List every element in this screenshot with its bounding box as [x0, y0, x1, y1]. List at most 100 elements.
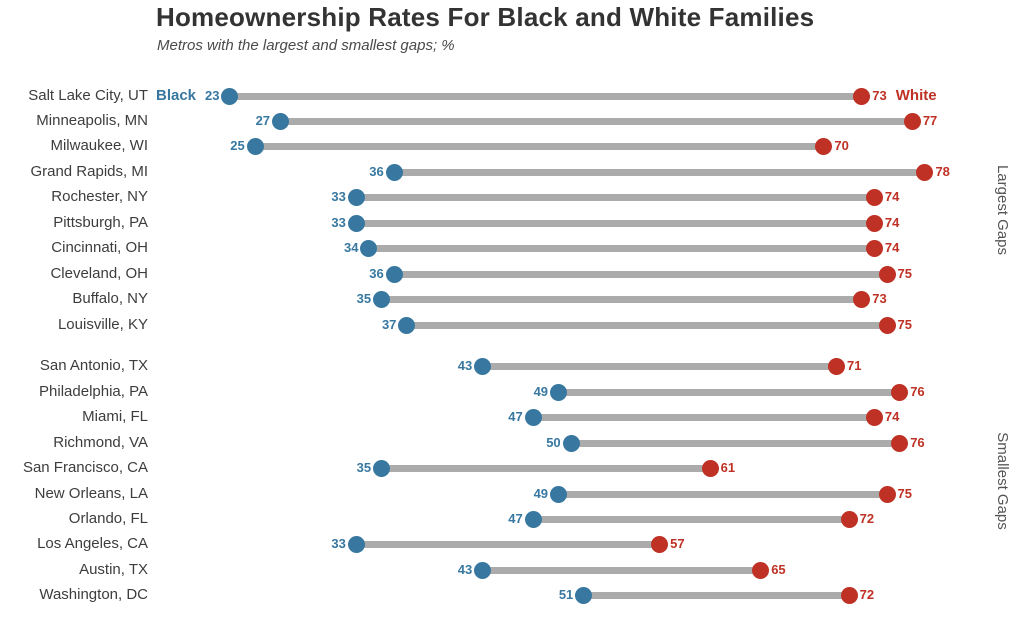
dumbbell-row: Cleveland, OH 36 75	[0, 261, 1024, 287]
white-rate-dot	[903, 112, 921, 130]
white-rate-value: 71	[847, 358, 862, 374]
black-rate-dot	[221, 87, 239, 105]
dumbbell-row: Philadelphia, PA 49 76	[0, 379, 1024, 405]
chart-title: Homeownership Rates For Black and White …	[156, 2, 815, 32]
dumbbell-row: Salt Lake City, UT Black 23 73 White	[0, 83, 1024, 109]
metro-label: Richmond, VA	[53, 433, 148, 451]
white-rate-value: 65	[771, 561, 786, 577]
white-rate-value: 70	[834, 138, 849, 154]
dumbbell-row: Milwaukee, WI 25 70	[0, 133, 1024, 159]
black-rate-dot	[398, 316, 416, 334]
white-rate-value: 74	[884, 240, 900, 256]
white-rate-value: 77	[922, 112, 938, 128]
black-rate-value: 33	[331, 214, 346, 230]
black-rate-value: 47	[508, 511, 523, 526]
white-rate-dot	[752, 561, 770, 579]
gap-connector-line	[356, 219, 875, 227]
white-rate-dot	[853, 291, 871, 309]
metro-label: San Antonio, TX	[39, 357, 148, 375]
gap-connector-line	[381, 465, 711, 473]
black-rate-dot	[373, 291, 391, 309]
group-label-smallest-gaps: Smallest Gaps	[994, 432, 1011, 530]
white-rate-dot	[651, 536, 669, 554]
black-rate-value: 37	[381, 316, 397, 332]
metro-label: Cincinnati, OH	[51, 239, 148, 257]
metro-label: New Orleans, LA	[34, 484, 148, 502]
white-rate-value: 73	[872, 291, 887, 307]
gap-connector-line	[356, 541, 660, 549]
black-rate-dot	[474, 358, 492, 376]
white-rate-value: 61	[720, 460, 736, 476]
white-rate-dot	[828, 358, 846, 376]
black-rate-dot	[385, 163, 403, 181]
gap-connector-line	[356, 194, 875, 202]
black-rate-dot	[272, 112, 290, 130]
dumbbell-row: San Antonio, TX 43 71	[0, 353, 1024, 379]
black-rate-value: 33	[331, 536, 346, 552]
metro-label: Orlando, FL	[68, 510, 148, 527]
white-rate-dot	[878, 316, 896, 334]
gap-connector-line	[394, 270, 888, 278]
metro-label: Los Angeles, CA	[37, 535, 148, 553]
black-rate-dot	[524, 511, 542, 528]
dumbbell-row: Miami, FL 47 74	[0, 404, 1024, 430]
gap-connector-line	[381, 296, 862, 304]
white-rate-value: 76	[910, 383, 925, 399]
dumbbell-row: Pittsburgh, PA 33 74	[0, 210, 1024, 236]
white-rate-dot	[878, 485, 896, 503]
dumbbell-row: Cincinnati, OH 34 74	[0, 235, 1024, 261]
dumbbell-row: Minneapolis, MN 27 77	[0, 108, 1024, 134]
white-rate-value: 78	[935, 163, 950, 179]
black-rate-dot	[562, 434, 580, 452]
white-rate-dot	[878, 265, 896, 283]
white-rate-dot	[865, 240, 883, 258]
gap-connector-line	[229, 92, 862, 100]
black-rate-dot	[550, 383, 568, 401]
black-rate-value: 51	[558, 587, 574, 603]
white-rate-value: 72	[859, 587, 875, 603]
white-rate-dot	[865, 189, 883, 207]
white-rate-dot	[815, 138, 833, 156]
white-rate-dot	[916, 163, 934, 181]
black-rate-value: 27	[255, 112, 271, 128]
gap-connector-line	[558, 388, 900, 396]
legend-white-label: White	[895, 86, 937, 104]
metro-label: Miami, FL	[82, 408, 148, 426]
black-rate-dot	[550, 485, 568, 503]
gap-connector-line	[533, 414, 875, 422]
dumbbell-row: New Orleans, LA 49 75	[0, 481, 1024, 507]
white-rate-dot	[891, 383, 909, 401]
black-rate-dot	[373, 460, 391, 478]
gap-connector-line	[406, 321, 888, 329]
legend-black-label: Black	[156, 86, 197, 104]
metro-label: Philadelphia, PA	[39, 382, 148, 400]
metro-label: Cleveland, OH	[50, 264, 148, 282]
white-rate-value: 74	[884, 189, 900, 205]
gap-connector-line	[368, 245, 875, 253]
metro-label: Minneapolis, MN	[36, 111, 148, 129]
black-rate-dot	[246, 138, 264, 156]
gap-connector-line	[583, 592, 850, 600]
group-label-largest-gaps: Largest Gaps	[994, 164, 1011, 256]
metro-label: San Francisco, CA	[22, 459, 148, 477]
gap-connector-line	[533, 516, 850, 523]
black-rate-value: 23	[205, 87, 220, 103]
black-rate-value: 35	[356, 460, 372, 476]
white-rate-dot	[853, 87, 871, 105]
dumbbell-row: Louisville, KY 37 75	[0, 312, 1024, 338]
black-rate-dot	[347, 189, 365, 207]
metro-label: Buffalo, NY	[72, 290, 148, 308]
white-rate-value: 74	[884, 409, 900, 425]
black-rate-value: 43	[457, 358, 473, 374]
black-rate-dot	[360, 240, 378, 258]
gap-connector-line	[571, 439, 900, 447]
metro-label: Salt Lake City, UT	[28, 86, 148, 104]
black-rate-value: 43	[457, 561, 473, 577]
dumbbell-row: Washington, DC 51 72	[0, 582, 1024, 608]
dumbbell-row: Orlando, FL 47 72	[0, 506, 1024, 532]
black-rate-value: 36	[369, 265, 384, 281]
black-rate-value: 47	[508, 409, 523, 425]
white-rate-value: 75	[897, 485, 913, 501]
white-rate-value: 57	[670, 536, 685, 552]
